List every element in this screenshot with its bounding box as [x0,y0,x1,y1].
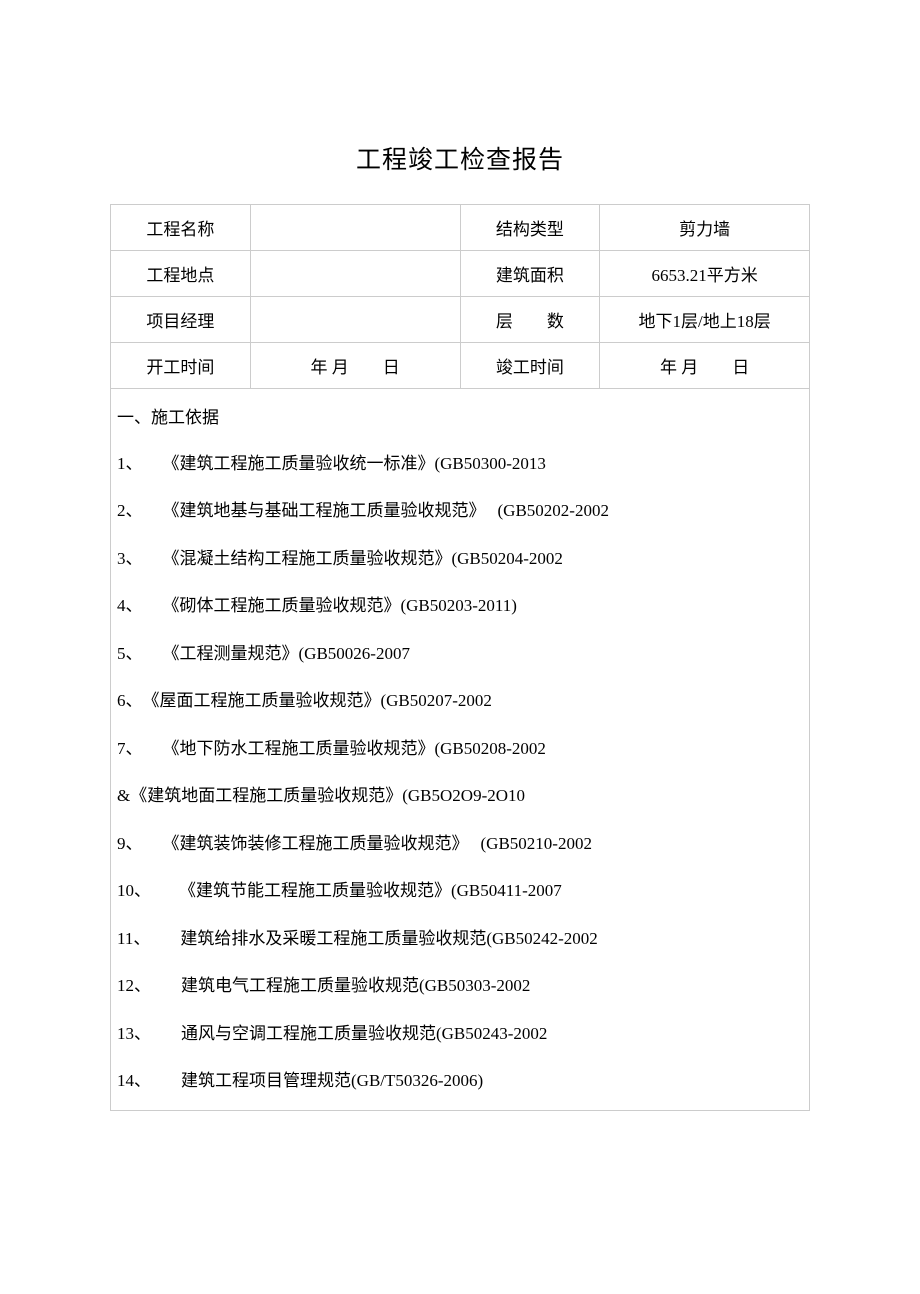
item-text: 《建筑装饰装修工程施工质量验收规范》 [163,834,469,853]
item-text: 《地下防水工程施工质量验收规范》(GB50208-2002 [163,739,546,758]
item-text: 《工程测量规范》(GB50026-2007 [163,644,410,663]
value-project-manager [250,297,460,343]
basis-item: 14、 建筑工程项目管理规范(GB/T50326-2006) [117,1068,803,1094]
item-number: 6、 [117,688,143,714]
label-structure-type: 结构类型 [460,205,600,251]
item-number: 2、 [117,498,143,524]
item-number: 9、 [117,831,143,857]
table-row: 开工时间 年 月 日 竣工时间 年 月 日 [111,343,810,389]
value-building-area: 6653.21平方米 [600,251,810,297]
item-text: 《砌体工程施工质量验收规范》(GB50203-2011) [163,596,517,615]
basis-item: 12、 建筑电气工程施工质量验收规范(GB50303-2002 [117,973,803,999]
item-code: (GB50210-2002 [481,834,592,853]
basis-item: 7、 《地下防水工程施工质量验收规范》(GB50208-2002 [117,736,803,762]
value-project-name [250,205,460,251]
label-start-date: 开工时间 [111,343,251,389]
document-title: 工程竣工检查报告 [110,140,810,176]
item-text: 《建筑地基与基础工程施工质量验收规范》 [163,501,486,520]
basis-item: 2、 《建筑地基与基础工程施工质量验收规范》 (GB50202-2002 [117,498,803,524]
item-text: 建筑给排水及采暖工程施工质量验收规范(GB50242-2002 [180,929,597,948]
label-project-manager: 项目经理 [111,297,251,343]
item-text: 《建筑地面工程施工质量验收规范》(GB5O2O9-2O10 [130,786,525,805]
item-number: 11、 [117,926,150,952]
value-floors: 地下1层/地上18层 [600,297,810,343]
value-completion-date: 年 月 日 [600,343,810,389]
basis-item: 3、 《混凝土结构工程施工质量验收规范》(GB50204-2002 [117,546,803,572]
item-text: 通风与空调工程施工质量验收规范(GB50243-2002 [181,1024,547,1043]
basis-item: 4、 《砌体工程施工质量验收规范》(GB50203-2011) [117,593,803,619]
label-completion-date: 竣工时间 [460,343,600,389]
item-text: 《建筑节能工程施工质量验收规范》(GB50411-2007 [179,881,562,900]
section-heading: 一、施工依据 [117,405,803,431]
item-code: (GB50202-2002 [498,501,609,520]
content-box: 一、施工依据 1、 《建筑工程施工质量验收统一标准》(GB50300-2013 2… [110,389,810,1111]
item-text: 建筑工程项目管理规范(GB/T50326-2006) [181,1071,483,1090]
item-number: & [117,783,130,809]
item-number: 12、 [117,973,151,999]
item-number: 4、 [117,593,143,619]
item-number: 5、 [117,641,143,667]
table-row: 工程地点 建筑面积 6653.21平方米 [111,251,810,297]
basis-item: 13、 通风与空调工程施工质量验收规范(GB50243-2002 [117,1021,803,1047]
basis-item: 1、 《建筑工程施工质量验收统一标准》(GB50300-2013 [117,451,803,477]
item-number: 14、 [117,1068,151,1094]
label-project-location: 工程地点 [111,251,251,297]
item-number: 10、 [117,878,151,904]
item-text: 建筑电气工程施工质量验收规范(GB50303-2002 [181,976,530,995]
basis-item: 11、 建筑给排水及采暖工程施工质量验收规范(GB50242-2002 [117,926,803,952]
basis-item: 9、 《建筑装饰装修工程施工质量验收规范》 (GB50210-2002 [117,831,803,857]
label-building-area: 建筑面积 [460,251,600,297]
item-text: 《建筑工程施工质量验收统一标准》(GB50300-2013 [163,454,546,473]
value-structure-type: 剪力墙 [600,205,810,251]
label-floors: 层 数 [460,297,600,343]
item-number: 7、 [117,736,143,762]
basis-item: 5、 《工程测量规范》(GB50026-2007 [117,641,803,667]
basis-item: &《建筑地面工程施工质量验收规范》(GB5O2O9-2O10 [117,783,803,809]
table-row: 工程名称 结构类型 剪力墙 [111,205,810,251]
item-text: 《混凝土结构工程施工质量验收规范》(GB50204-2002 [163,549,563,568]
table-row: 项目经理 层 数 地下1层/地上18层 [111,297,810,343]
value-start-date: 年 月 日 [250,343,460,389]
label-project-name: 工程名称 [111,205,251,251]
info-table: 工程名称 结构类型 剪力墙 工程地点 建筑面积 6653.21平方米 项目经理 … [110,204,810,389]
basis-item: 10、 《建筑节能工程施工质量验收规范》(GB50411-2007 [117,878,803,904]
item-number: 1、 [117,451,143,477]
value-project-location [250,251,460,297]
item-text: 《屋面工程施工质量验收规范》(GB50207-2002 [143,691,492,710]
item-number: 3、 [117,546,143,572]
basis-item: 6、《屋面工程施工质量验收规范》(GB50207-2002 [117,688,803,714]
item-number: 13、 [117,1021,151,1047]
